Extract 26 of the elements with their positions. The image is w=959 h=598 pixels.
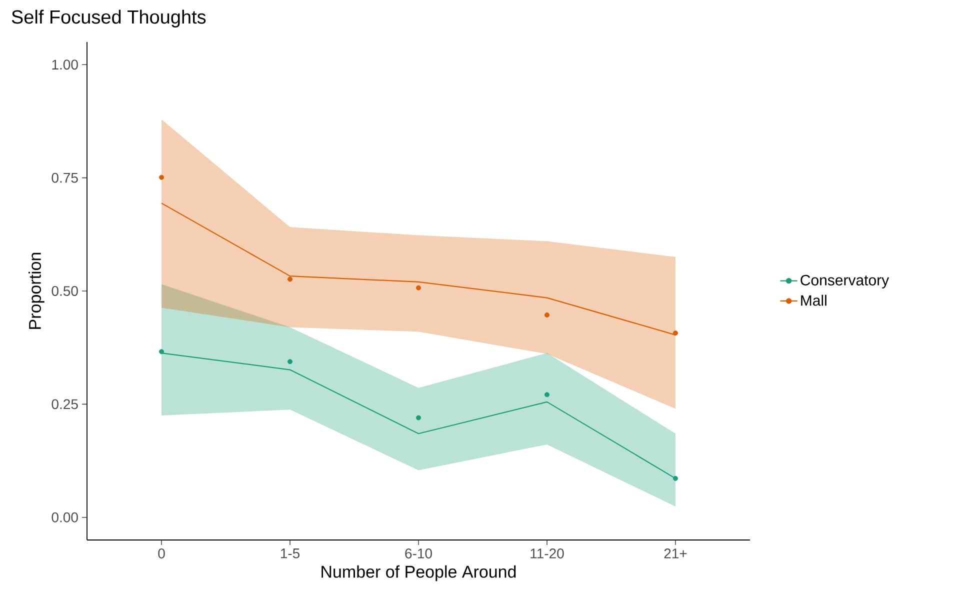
x-tick-label: 1-5 xyxy=(280,548,300,558)
y-tick-label: 1.00 xyxy=(52,60,78,70)
y-tick-label: 0.75 xyxy=(52,172,78,183)
point xyxy=(288,276,293,282)
point xyxy=(159,349,164,354)
y-tick-label: 0.25 xyxy=(52,399,78,410)
y-tick-label: 0.50 xyxy=(52,286,78,296)
point xyxy=(544,312,550,318)
x-tick-label: 0 xyxy=(158,548,165,558)
y-axis-title: Proportion xyxy=(28,252,44,329)
x-tick-label: 21+ xyxy=(664,548,687,558)
point xyxy=(672,476,678,481)
y-tick-label: 0.00 xyxy=(52,512,78,522)
x-axis-title: Number of People Around xyxy=(322,565,516,582)
point xyxy=(159,174,164,180)
legend-label: Conservatory xyxy=(800,274,890,288)
point xyxy=(288,359,293,364)
point xyxy=(672,330,678,336)
chart-title: Self Focused Thoughts xyxy=(12,10,206,28)
x-tick-label: 6-10 xyxy=(405,548,432,558)
point xyxy=(416,415,421,420)
x-tick-label: 11-20 xyxy=(530,548,564,558)
point xyxy=(416,285,421,290)
point xyxy=(544,392,550,398)
legend-label: Mall xyxy=(801,294,826,306)
line-series xyxy=(160,202,676,336)
